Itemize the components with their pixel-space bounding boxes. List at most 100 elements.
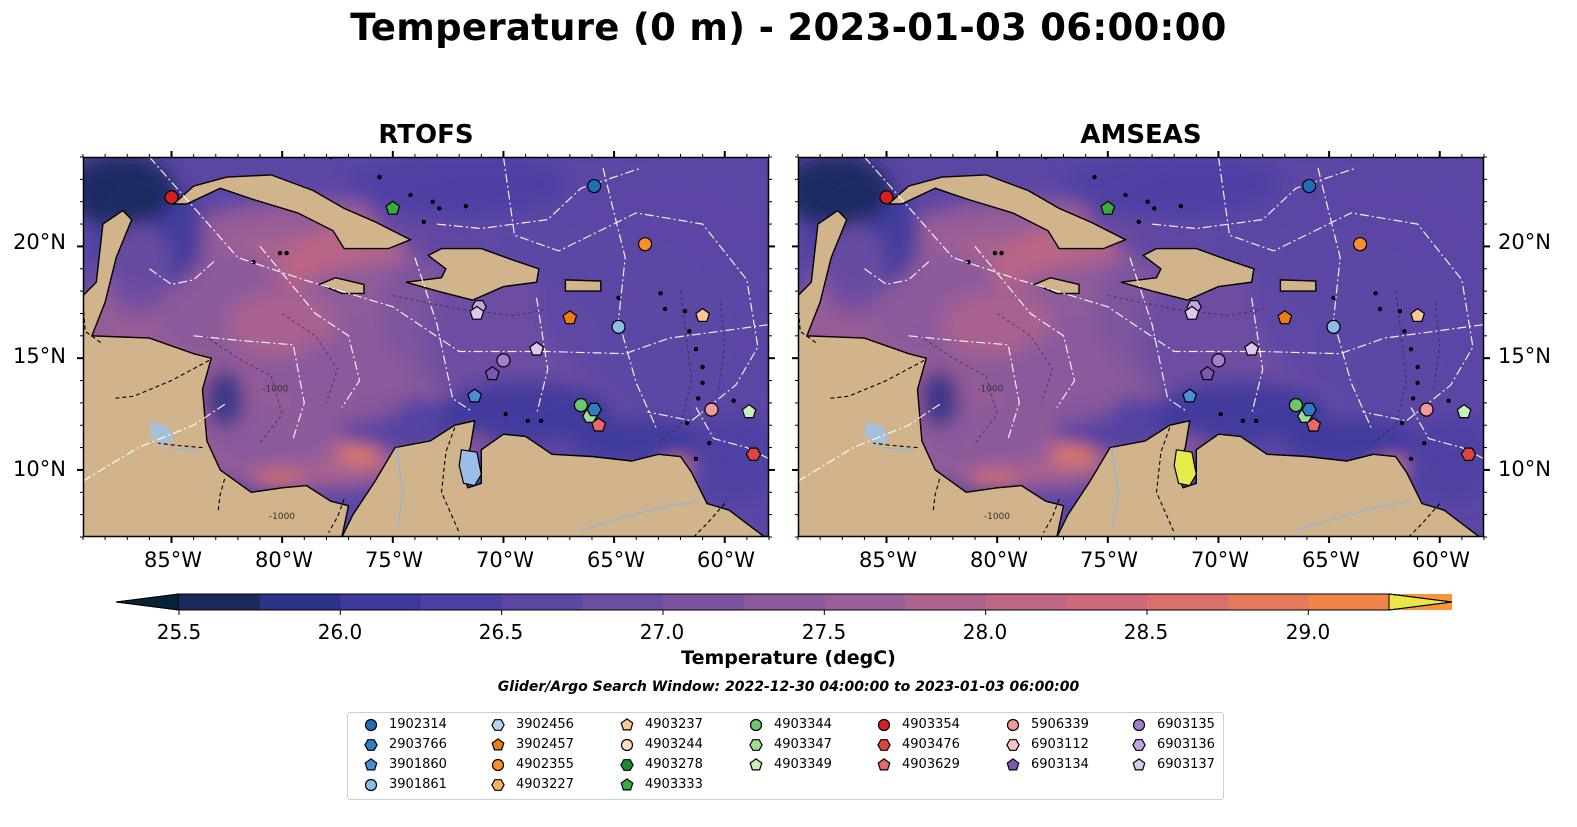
float-marker-4903333 [385, 200, 401, 215]
legend-label: 4903476 [902, 737, 960, 752]
river [396, 447, 405, 526]
country-border [113, 359, 210, 399]
eez-boundary [1152, 167, 1356, 230]
small-island [693, 347, 699, 352]
legend-item-6903136: 6903136 [1132, 737, 1215, 752]
bathymetry-contour [392, 295, 548, 317]
country-border [1043, 498, 1060, 533]
legend-marker-circle [749, 718, 763, 732]
eez-boundary [974, 246, 1076, 408]
legend-marker-icon [749, 758, 763, 771]
legend-marker-icon [877, 758, 891, 771]
legend-label: 4903244 [645, 737, 703, 752]
small-island [992, 250, 998, 256]
float-marker-6903137 [469, 305, 485, 320]
small-island [538, 418, 544, 423]
eez-boundary [502, 157, 759, 422]
legend-marker-pentagon [491, 738, 505, 751]
lat-tick-15n: 15°N [1498, 344, 1551, 368]
eez-boundary [864, 259, 932, 286]
small-island [662, 306, 668, 312]
map-frame [82, 156, 770, 538]
colorbar-bin [1308, 594, 1390, 610]
legend-marker-pentagon [1006, 758, 1020, 771]
legend-marker-icon [1006, 758, 1020, 771]
float-marker-4902355 [1352, 237, 1368, 252]
legend-marker-icon [491, 779, 505, 791]
legend-item-6903134: 6903134 [1006, 757, 1089, 772]
temperature-field [798, 157, 1484, 504]
landmass-jamaica [1032, 276, 1080, 295]
small-island [430, 199, 435, 204]
eez-boundary [193, 335, 305, 439]
lon-tick-60w: 60°W [697, 548, 755, 572]
float-marker-3901861 [1326, 319, 1341, 334]
lake-nicaragua [864, 420, 889, 446]
lon-tick-70w: 70°W [476, 548, 534, 572]
legend-marker-icon [620, 738, 634, 752]
small-island [1178, 203, 1184, 209]
legend-marker-icon [491, 738, 505, 751]
float-marker-6903137 [1244, 341, 1260, 356]
small-island [1402, 329, 1407, 334]
lon-tick-70w: 70°W [1191, 548, 1249, 572]
legend-item-4903344: 4903344 [749, 717, 832, 732]
eez-boundary [148, 157, 769, 355]
eez-boundary [908, 335, 1020, 439]
small-island [1410, 396, 1416, 401]
float-marker-4903237 [1410, 307, 1426, 322]
lon-tick-75w: 75°W [365, 548, 423, 572]
legend-label: 6903134 [1031, 757, 1089, 772]
eez-boundary [1410, 407, 1484, 460]
lon-tick-75w: 75°W [1080, 548, 1138, 572]
eez-boundary [863, 157, 1484, 355]
river [884, 446, 916, 451]
country-border [693, 503, 726, 537]
lon-tick-60w: 60°W [1412, 548, 1470, 572]
float-marker-4903344 [573, 398, 589, 413]
map-frame [797, 156, 1485, 538]
float-marker-4903349 [1456, 403, 1472, 419]
float-marker-1902314 [587, 178, 602, 194]
small-island [1331, 295, 1336, 301]
small-island [421, 219, 426, 225]
landmass-jamaica [317, 276, 365, 295]
legend-item-4902355: 4902355 [491, 757, 574, 772]
legend-marker-icon [364, 718, 378, 732]
legend-marker-pentagon [749, 758, 763, 771]
colorbar-bin [179, 594, 261, 610]
legend-marker-circle [1132, 718, 1146, 732]
lon-tick-85w: 85°W [144, 548, 202, 572]
bathymetry-contour [281, 313, 339, 404]
legend-label: 5906339 [1031, 717, 1089, 732]
legend-item-6903112: 6903112 [1006, 737, 1089, 752]
colorbar-tick-28-0: 28.0 [962, 620, 1008, 644]
lat-tick-20n: 20°N [1498, 230, 1551, 254]
legend-marker-circle [364, 718, 378, 732]
river [1295, 500, 1414, 532]
bathymetry-contour [1373, 291, 1408, 444]
float-marker-4903344 [1288, 398, 1304, 413]
float-marker-4903333 [1100, 200, 1116, 215]
colorbar-label: Temperature (degC) [681, 647, 896, 669]
colorbar-bin [985, 594, 1067, 610]
contour-label: -1000 [262, 385, 288, 395]
country-border [1408, 503, 1441, 537]
colorbar-bin [259, 594, 341, 610]
legend-marker-hexagon [1132, 739, 1146, 751]
eez-boundary [1129, 257, 1188, 413]
small-island [616, 295, 621, 301]
legend-marker-icon [364, 758, 378, 771]
float-marker-2903766 [586, 402, 602, 417]
lon-tick-65w: 65°W [587, 548, 645, 572]
lake-maracaibo [1173, 449, 1197, 487]
colorbar-tick-26-5: 26.5 [478, 620, 524, 644]
legend-marker-icon [364, 778, 378, 792]
float-marker-6903134 [1199, 365, 1215, 381]
legend-marker-icon [491, 719, 505, 731]
float-marker-3901860 [467, 388, 483, 403]
legend-marker-hexagon [491, 779, 505, 791]
legend-label: 4902355 [516, 757, 574, 772]
small-island [463, 203, 469, 209]
legend-marker-pentagon [620, 718, 634, 731]
